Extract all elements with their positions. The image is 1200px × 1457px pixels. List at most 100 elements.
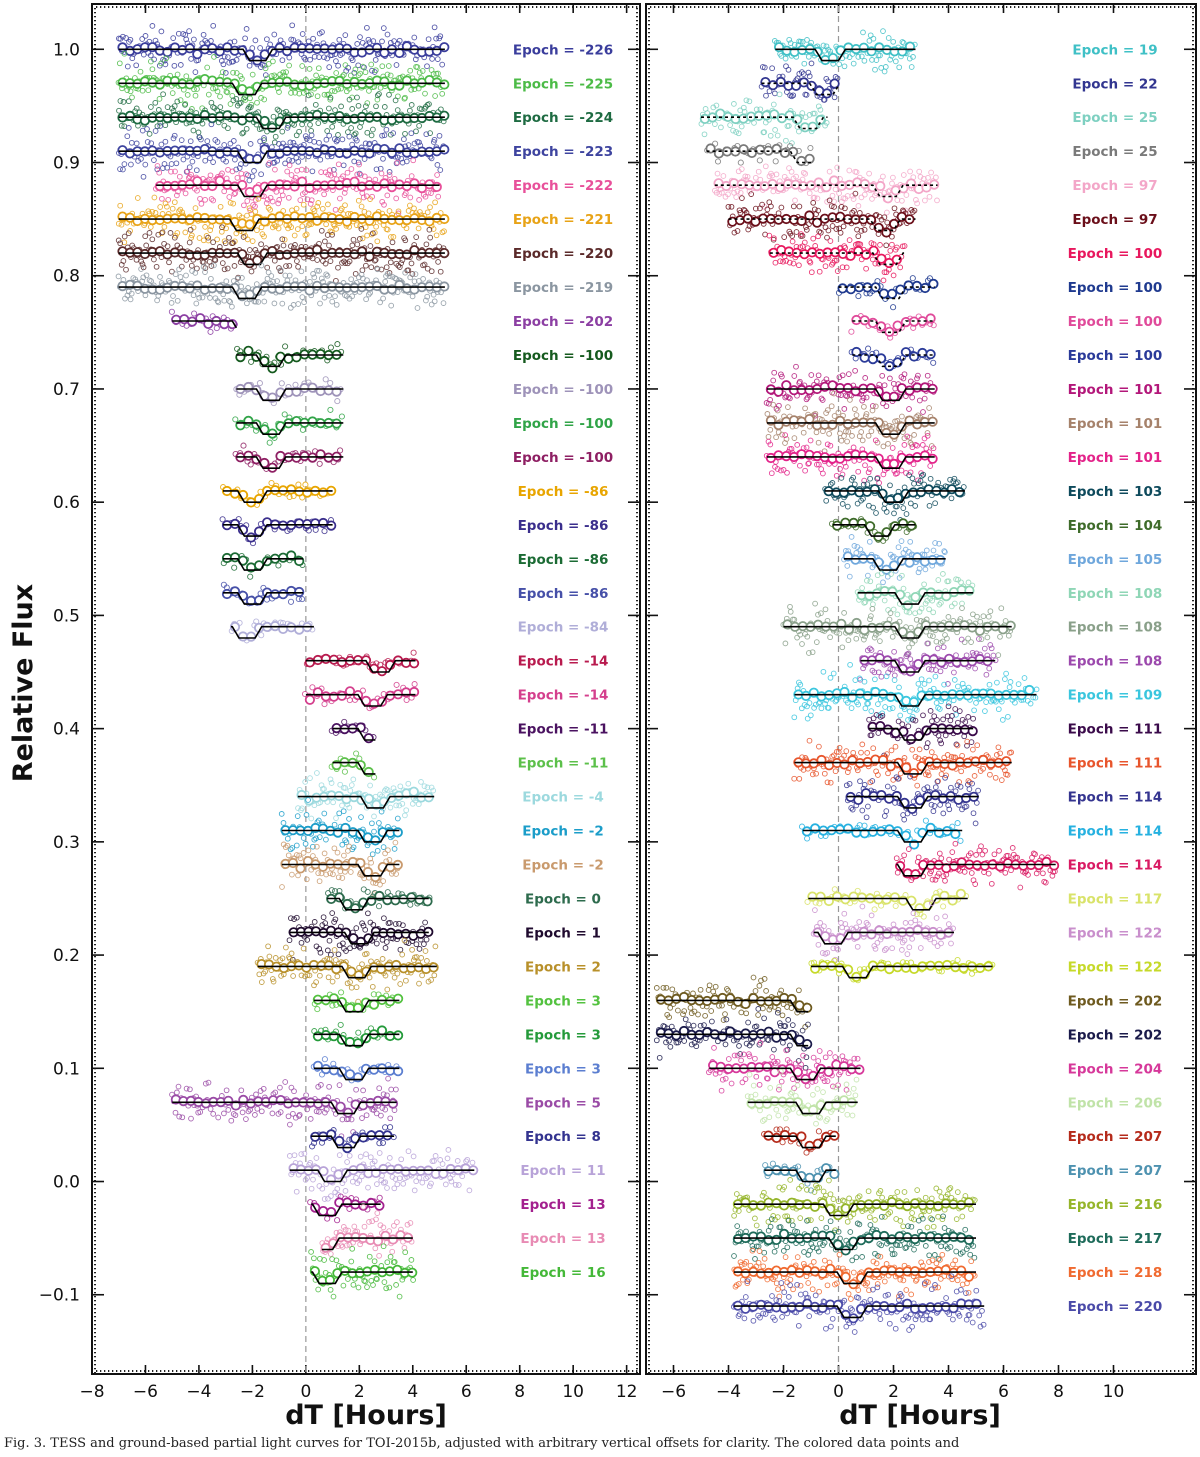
data-point bbox=[411, 1187, 418, 1194]
light-curve: Epoch = -14 bbox=[301, 681, 608, 712]
data-point bbox=[353, 1086, 359, 1093]
minor-tick bbox=[636, 124, 638, 126]
data-point bbox=[313, 1155, 320, 1161]
data-point bbox=[270, 58, 276, 65]
minor-tick bbox=[94, 280, 96, 282]
data-point bbox=[305, 222, 312, 228]
data-point bbox=[116, 60, 123, 67]
data-point bbox=[348, 984, 355, 991]
data-point bbox=[373, 103, 379, 110]
binned-point bbox=[304, 694, 315, 705]
data-point bbox=[152, 128, 159, 134]
data-point bbox=[189, 232, 195, 239]
data-point bbox=[333, 138, 340, 145]
data-point bbox=[191, 36, 197, 43]
minor-tick bbox=[136, 1370, 138, 1372]
series-label: Epoch = 11 bbox=[520, 1163, 605, 1179]
minor-tick bbox=[94, 1284, 96, 1286]
data-point bbox=[334, 1217, 341, 1224]
minor-tick bbox=[94, 104, 96, 106]
minor-tick bbox=[132, 1370, 134, 1372]
data-point bbox=[290, 37, 297, 43]
minor-tick bbox=[94, 224, 96, 226]
data-point bbox=[388, 234, 394, 240]
minor-tick bbox=[94, 580, 96, 582]
minor-tick bbox=[94, 760, 96, 762]
data-point bbox=[149, 208, 156, 215]
minor-tick bbox=[636, 776, 638, 778]
data-point bbox=[231, 191, 238, 197]
minor-tick bbox=[100, 1370, 102, 1372]
data-point bbox=[171, 132, 178, 139]
minor-tick bbox=[94, 220, 96, 222]
minor-tick bbox=[636, 104, 638, 106]
minor-tick bbox=[636, 1252, 638, 1254]
minor-tick bbox=[636, 416, 638, 418]
minor-tick bbox=[636, 488, 638, 490]
data-point bbox=[188, 56, 194, 62]
data-point bbox=[408, 173, 415, 179]
data-point bbox=[295, 301, 302, 307]
data-point bbox=[117, 98, 124, 104]
minor-tick bbox=[94, 1328, 96, 1330]
data-point bbox=[183, 272, 189, 279]
minor-tick bbox=[94, 1272, 96, 1274]
data-point bbox=[262, 65, 269, 72]
minor-tick bbox=[636, 880, 638, 882]
minor-tick bbox=[480, 1370, 482, 1372]
minor-tick bbox=[636, 272, 638, 274]
data-point bbox=[393, 681, 400, 688]
data-point bbox=[391, 846, 398, 852]
minor-tick bbox=[628, 6, 630, 8]
minor-tick bbox=[94, 688, 96, 690]
minor-tick bbox=[636, 516, 638, 518]
minor-tick bbox=[636, 260, 638, 262]
minor-tick bbox=[236, 6, 238, 8]
data-point bbox=[305, 38, 312, 45]
light-curve: Epoch = -100 bbox=[233, 376, 613, 407]
minor-tick bbox=[94, 1292, 96, 1294]
data-point bbox=[202, 224, 208, 230]
minor-tick bbox=[520, 1370, 522, 1372]
minor-tick bbox=[94, 764, 96, 766]
data-point bbox=[286, 272, 293, 279]
data-point bbox=[184, 92, 191, 98]
data-point bbox=[380, 295, 386, 302]
data-point bbox=[221, 142, 228, 148]
data-point bbox=[387, 259, 394, 266]
minor-tick bbox=[636, 984, 638, 986]
minor-tick bbox=[636, 672, 638, 674]
minor-tick bbox=[180, 6, 182, 8]
data-point bbox=[302, 133, 309, 139]
minor-tick bbox=[636, 976, 638, 978]
data-point bbox=[466, 1187, 473, 1194]
data-point bbox=[368, 132, 375, 139]
data-point bbox=[225, 125, 231, 132]
minor-tick bbox=[636, 1260, 638, 1262]
binned-point bbox=[307, 416, 318, 427]
binned-point bbox=[295, 863, 306, 874]
data-point bbox=[281, 236, 288, 243]
data-point bbox=[325, 974, 332, 981]
data-point bbox=[432, 943, 439, 950]
minor-tick bbox=[94, 1372, 96, 1374]
minor-tick bbox=[636, 1300, 638, 1302]
minor-tick bbox=[636, 1160, 638, 1162]
minor-tick bbox=[94, 108, 96, 110]
binned-point bbox=[336, 690, 347, 701]
data-point bbox=[290, 140, 297, 146]
binned-point bbox=[323, 385, 334, 396]
data-point bbox=[426, 101, 432, 107]
series-label: Epoch = -86 bbox=[518, 518, 609, 534]
data-point bbox=[353, 925, 360, 931]
minor-tick bbox=[636, 1132, 638, 1134]
data-point bbox=[336, 36, 343, 43]
data-point bbox=[134, 195, 141, 201]
data-point bbox=[384, 986, 391, 993]
data-point bbox=[302, 232, 309, 239]
data-point bbox=[302, 779, 309, 785]
minor-tick bbox=[340, 1370, 342, 1372]
minor-tick bbox=[376, 6, 378, 8]
minor-tick bbox=[94, 428, 96, 430]
data-point bbox=[240, 95, 247, 102]
